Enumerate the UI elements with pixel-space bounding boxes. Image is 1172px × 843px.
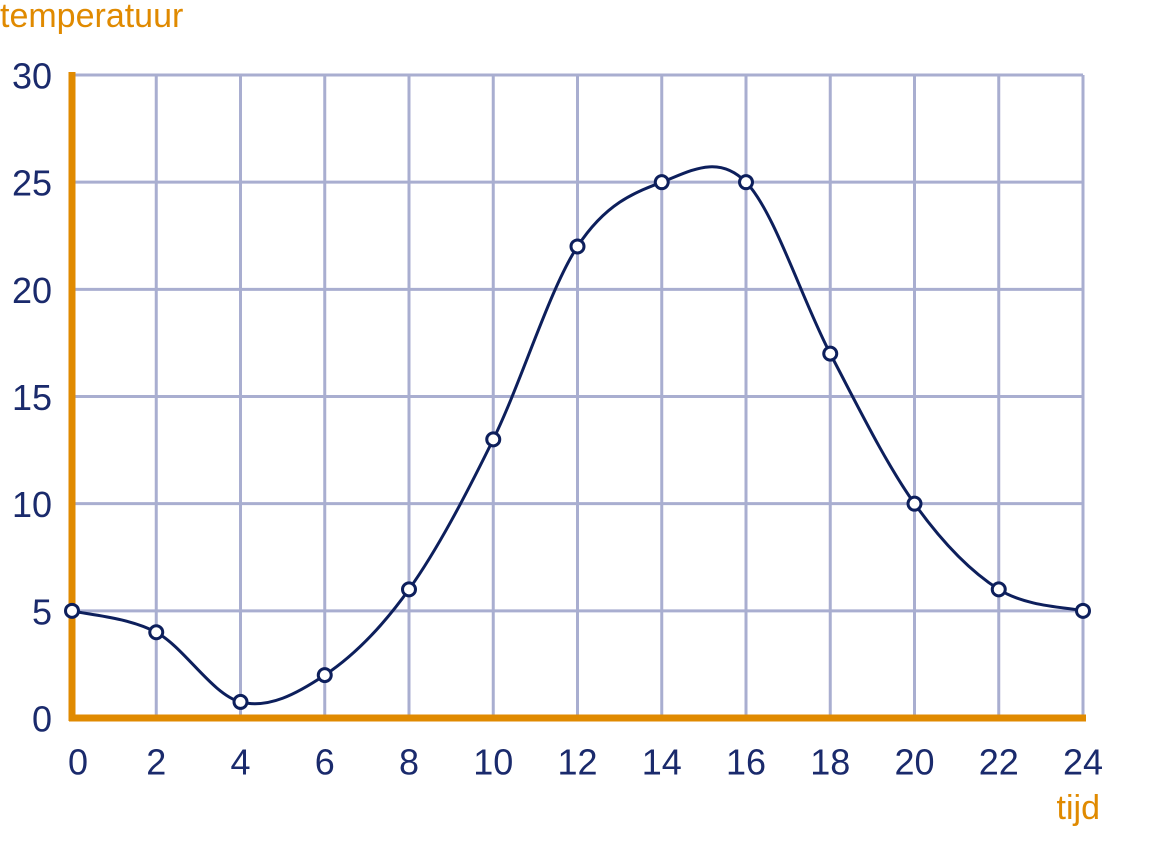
x-tick-label: 8: [399, 742, 419, 783]
point: [738, 174, 754, 191]
y-tick-label: 0: [32, 699, 52, 740]
x-tick-label: 2: [146, 742, 166, 783]
x-axis-label: tijd: [1057, 789, 1100, 827]
y-axis-label: temperatuur: [0, 0, 183, 35]
y-tick-label: 10: [12, 484, 52, 525]
point: [569, 238, 586, 255]
point: [401, 581, 417, 598]
x-tick-label: 14: [642, 742, 682, 783]
point: [232, 693, 249, 710]
point: [64, 602, 80, 619]
x-tick-label: 6: [315, 742, 335, 783]
x-tick-label: 12: [557, 742, 597, 783]
point: [1075, 602, 1091, 619]
x-tick-label: 10: [473, 742, 513, 783]
y-tick-label: 5: [32, 591, 52, 632]
point: [906, 495, 923, 512]
x-tick-label: 24: [1063, 742, 1103, 783]
x-tick-label: 18: [810, 742, 850, 783]
y-tick-label: 30: [12, 56, 52, 97]
point: [485, 431, 502, 448]
y-tick-label: 20: [12, 270, 52, 311]
point: [990, 581, 1007, 598]
y-tick-label: 15: [12, 377, 52, 418]
point: [653, 174, 670, 191]
point: [316, 667, 333, 684]
x-tick-label: 4: [230, 742, 250, 783]
point: [148, 624, 165, 641]
point: [822, 345, 839, 362]
x-tick-label: 22: [979, 742, 1019, 783]
x-tick-label: 16: [726, 742, 766, 783]
x-tick-label: 20: [894, 742, 934, 783]
y-tick-label: 25: [12, 163, 52, 204]
x-tick-label: 0: [68, 742, 88, 783]
